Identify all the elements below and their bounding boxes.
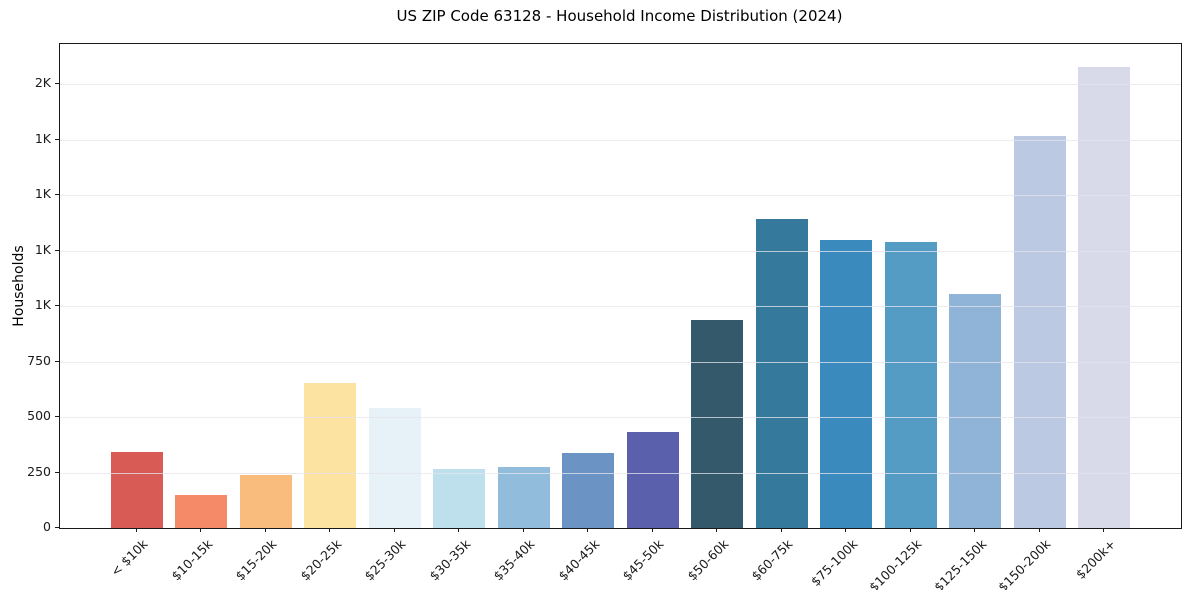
x-tick-label: $50-60k: [684, 536, 732, 584]
bar: [626, 432, 679, 528]
x-tick-label: $10-15k: [168, 536, 216, 584]
bar: [820, 240, 873, 528]
x-tick-mark: [393, 528, 395, 532]
chart-title: US ZIP Code 63128 - Household Income Dis…: [396, 7, 843, 25]
x-tick-label: $200k+: [1072, 536, 1119, 582]
bar: [884, 242, 937, 528]
bar: [368, 407, 421, 528]
bar: [1078, 67, 1131, 528]
bar: [691, 319, 744, 528]
x-tick-mark: [780, 528, 782, 532]
bar: [562, 453, 615, 528]
gridline: [60, 84, 1181, 85]
gridline: [60, 250, 1181, 252]
x-tick-mark: [135, 528, 137, 532]
x-tick-label: $125-150k: [930, 536, 990, 590]
x-tick-label: $15-20k: [232, 536, 280, 584]
y-tick-label: 2K: [34, 75, 51, 90]
x-tick-mark: [264, 528, 266, 532]
x-tick-mark: [1103, 528, 1105, 532]
bar: [949, 293, 1002, 528]
x-tick-mark: [522, 528, 524, 532]
bar: [433, 469, 486, 528]
y-tick-label: 750: [27, 352, 51, 368]
x-tick-label: $60-75k: [748, 536, 796, 584]
bar: [755, 219, 808, 528]
y-tick-mark: [55, 194, 59, 195]
gridline: [60, 139, 1181, 141]
y-tick-mark: [55, 360, 59, 362]
x-tick-label: $35-40k: [490, 536, 538, 584]
x-tick-mark: [200, 528, 202, 532]
y-tick-label: 1K: [34, 186, 51, 201]
bar: [175, 495, 228, 528]
x-tick-mark: [587, 528, 589, 532]
bar: [239, 474, 292, 528]
y-tick-mark: [55, 471, 59, 473]
gridline: [60, 195, 1181, 196]
x-tick-mark: [974, 528, 976, 532]
x-tick-label: $20-25k: [297, 536, 345, 584]
gridline: [60, 306, 1181, 307]
x-tick-label: $75-100k: [807, 536, 861, 589]
y-tick-mark: [55, 83, 59, 84]
y-tick-mark: [55, 138, 59, 140]
x-tick-label: $150-200k: [995, 536, 1054, 590]
x-tick-label: $45-50k: [619, 536, 667, 584]
x-tick-mark: [845, 528, 847, 532]
y-tick-mark: [55, 416, 59, 417]
bar: [497, 467, 550, 528]
y-tick-label: 1K: [34, 130, 51, 146]
x-tick-mark: [1038, 528, 1040, 532]
gridline: [60, 417, 1181, 418]
bar: [110, 452, 163, 528]
x-tick-label: $25-30k: [361, 536, 409, 584]
y-tick-label: 1K: [34, 297, 51, 312]
bar: [1013, 135, 1066, 528]
y-tick-label: 500: [27, 408, 51, 423]
x-tick-label: $40-45k: [555, 536, 603, 584]
y-tick-label: 0: [43, 519, 51, 534]
x-tick-mark: [909, 528, 911, 532]
bar: [304, 382, 357, 528]
y-tick-label: 250: [27, 463, 51, 479]
y-tick-mark: [55, 305, 59, 306]
y-tick-label: 1K: [34, 241, 51, 257]
x-tick-label: $30-35k: [426, 536, 474, 584]
y-tick-mark: [55, 527, 59, 528]
x-tick-mark: [716, 528, 718, 532]
x-tick-mark: [458, 528, 460, 532]
y-tick-mark: [55, 249, 59, 251]
plot-area: [59, 43, 1182, 529]
gridline: [60, 472, 1181, 474]
gridline: [60, 361, 1181, 363]
x-tick-label: < $10k: [107, 536, 151, 580]
x-tick-label: $100-125k: [866, 536, 925, 590]
x-tick-mark: [329, 528, 331, 532]
x-tick-mark: [651, 528, 653, 532]
